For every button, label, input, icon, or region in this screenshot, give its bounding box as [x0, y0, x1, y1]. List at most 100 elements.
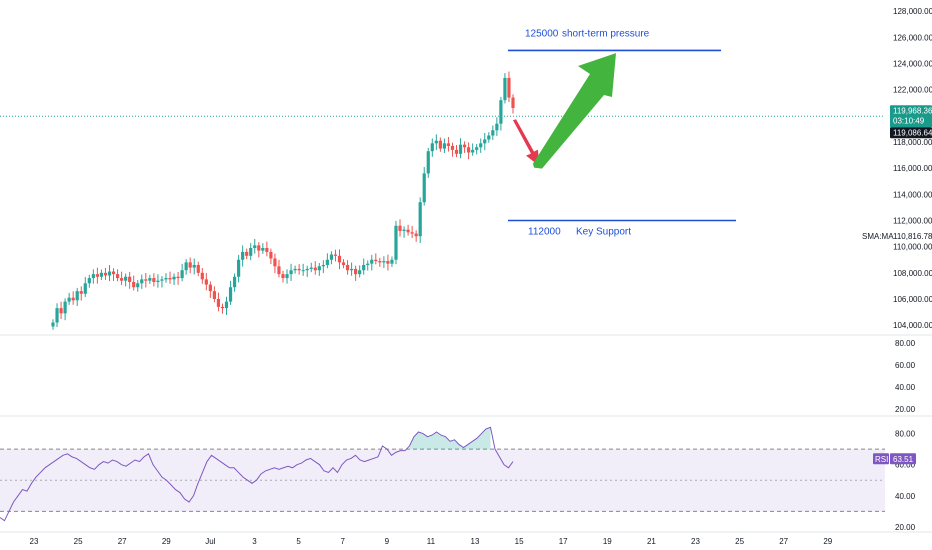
candle-body [402, 229, 406, 231]
candle-body [390, 259, 394, 264]
candle-body [354, 268, 358, 275]
candle-body [495, 123, 499, 131]
candle-body [249, 247, 253, 256]
candle-body [224, 301, 229, 309]
price-tick-label: 128,000.00 [893, 7, 932, 16]
upper-indicator-tick-label: 20.00 [895, 405, 916, 414]
candle-body [471, 149, 475, 153]
candle-body [132, 281, 136, 288]
upper-indicator-tick-label: 40.00 [895, 383, 916, 392]
candle-body [349, 268, 354, 271]
candle-body [111, 271, 116, 275]
candle-body [136, 283, 140, 288]
rsi-tick-label: 20.00 [895, 523, 916, 532]
price-tick-label: 124,000.00 [893, 60, 932, 69]
candle-body [345, 264, 350, 271]
candle-body [140, 279, 144, 284]
candle-body [317, 266, 321, 271]
price-tick-label: 110,000.00 [893, 243, 932, 252]
candle-body [446, 143, 451, 146]
candle-body [337, 255, 342, 263]
rsi-tick-label: 60.00 [895, 461, 916, 470]
candle-body [99, 272, 104, 277]
rsi-overbought-fill [409, 427, 491, 450]
candle-body [386, 261, 390, 264]
candle-body [160, 279, 164, 281]
candle-body [503, 77, 507, 101]
time-tick-label: 25 [74, 537, 83, 546]
candle-body [59, 308, 63, 314]
candle-body [152, 278, 156, 282]
candle-body [370, 259, 374, 264]
candle-body [378, 261, 382, 263]
last-price-value: 119,968.36 [893, 106, 932, 115]
candle-body [164, 278, 168, 280]
candle-body [297, 268, 301, 271]
candle-body [253, 245, 257, 248]
time-tick-label: Jul [205, 537, 215, 546]
candle-body [382, 261, 386, 263]
candle-body [212, 291, 217, 299]
candle-body [410, 232, 414, 234]
candle-body [241, 251, 245, 260]
last-price-badge: 119,968.36 03:10:49 [890, 105, 932, 128]
rsi-badge-label: RSI [875, 455, 888, 464]
candle-body [273, 258, 277, 267]
time-tick-label: 29 [162, 537, 171, 546]
candle-body [148, 278, 152, 281]
time-tick-label: 3 [252, 537, 257, 546]
rsi-line [0, 426, 514, 522]
price-tick-label: 122,000.00 [893, 86, 932, 95]
candle-body [257, 245, 261, 251]
sma-label: SMA:MA [862, 232, 894, 241]
candle-body [168, 278, 172, 280]
rsi-tick-label: 40.00 [895, 492, 916, 501]
rsi-axis: 80.00 60.00 40.00 20.00 [895, 430, 916, 532]
candle-body [281, 274, 285, 279]
red-down-arrow[interactable] [513, 119, 539, 166]
time-tick-label: 13 [471, 537, 480, 546]
candle-body [467, 147, 471, 153]
candle-body [358, 270, 362, 275]
candle-body [341, 262, 346, 265]
candle-body [434, 140, 438, 144]
candle-body [184, 262, 188, 271]
candle-body [103, 272, 108, 276]
candle-body [204, 279, 208, 285]
candle-body [430, 143, 434, 152]
candle-body [333, 254, 338, 256]
time-axis: 23 25 27 29 Jul 3 5 7 9 11 13 15 17 19 21 23 25 27 29 [30, 537, 833, 546]
candle-body [483, 139, 487, 144]
price-tick-label: 106,000.00 [893, 295, 932, 304]
rsi-top-axis: 80.00 60.00 40.00 20.00 [895, 339, 916, 414]
price-tick-label: 116,000.00 [893, 164, 932, 173]
candle-body [91, 274, 95, 279]
candle-body [329, 254, 334, 260]
candle-body [87, 278, 91, 284]
candle-body [71, 297, 75, 301]
secondary-price-badge: 119,086.64 [890, 127, 932, 139]
time-tick-label: 19 [603, 537, 612, 546]
candle-body [228, 287, 233, 302]
price-axis: 128,000.00 126,000.00 124,000.00 122,000.00… [893, 7, 932, 330]
candle-body [507, 77, 511, 98]
sma-value: 110,816.78 [893, 232, 932, 241]
candle-body [237, 259, 241, 277]
candle-body [309, 267, 313, 269]
time-tick-label: 15 [515, 537, 524, 546]
upper-indicator-tick-label: 60.00 [895, 361, 916, 370]
price-tick-label: 112,000.00 [893, 217, 932, 226]
candle-body [265, 247, 269, 252]
candle-body [172, 276, 176, 280]
candle-body [458, 144, 463, 154]
time-tick-label: 21 [647, 537, 656, 546]
candle-body [107, 271, 112, 276]
candle-body [196, 264, 200, 273]
time-tick-label: 5 [296, 537, 301, 546]
candle-body [479, 143, 483, 148]
candle-body [176, 276, 180, 279]
time-tick-label: 7 [340, 537, 345, 546]
countdown-value: 03:10:49 [893, 116, 925, 125]
resistance-text-label: short-term pressure [562, 28, 650, 39]
green-up-arrow[interactable] [533, 53, 616, 169]
